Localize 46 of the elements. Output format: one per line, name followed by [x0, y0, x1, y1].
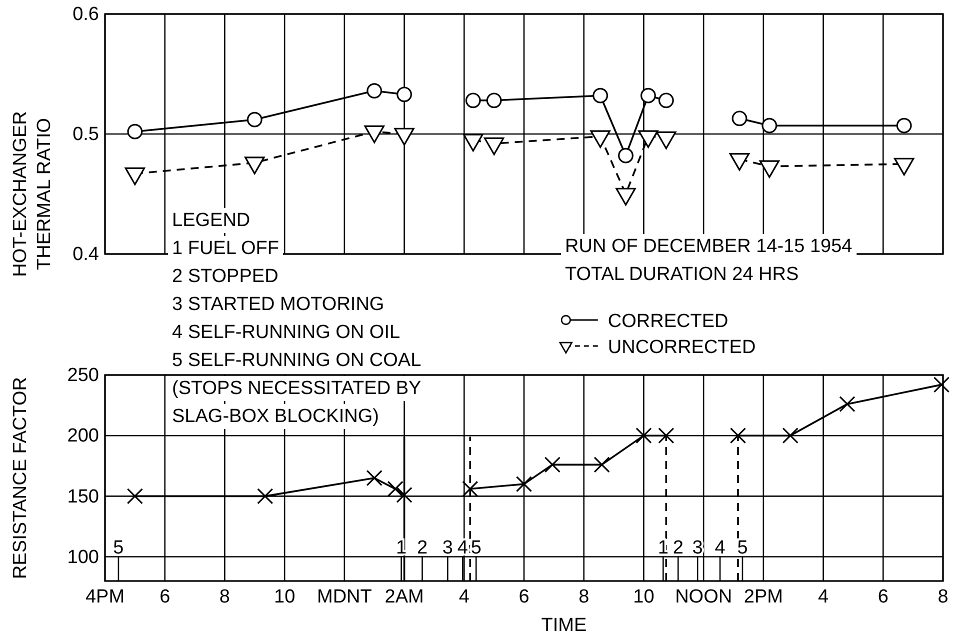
x-tick-label: 8 — [578, 586, 590, 608]
x-tick-label: 4 — [818, 586, 829, 608]
y-tick-label: 0.5 — [72, 124, 99, 146]
ref-line-label: 1 — [658, 537, 668, 558]
x-tick-label: 2AM — [384, 586, 424, 608]
y-axis-title: HOT-EXCHANGER THERMAL RATIO — [10, 111, 55, 277]
x-tick-label: 10 — [633, 586, 654, 608]
y-axis-title: RESISTANCE FACTOR — [10, 377, 31, 579]
x-tick-label: 6 — [160, 586, 170, 608]
legend-label: CORRECTED — [608, 311, 728, 332]
ref-line-label: 3 — [442, 537, 453, 558]
annotation: LEGEND — [172, 210, 250, 231]
x-tick-label: 10 — [274, 586, 296, 608]
y-tick-label: 0.6 — [72, 4, 99, 26]
ref-line-label: 5 — [470, 537, 482, 558]
x-tick-label: 6 — [518, 586, 530, 608]
x-tick-label: MDNT — [316, 586, 372, 608]
x-tick-label: 8 — [219, 586, 230, 608]
x-tick-label: NOON — [675, 586, 732, 608]
annotation: SLAG-BOX BLOCKING) — [172, 406, 379, 427]
x-tick-label: 4 — [458, 586, 470, 608]
legend-label: UNCORRECTED — [608, 337, 756, 358]
x-tick-label: 2PM — [744, 586, 783, 608]
ref-line-label: 4 — [714, 537, 726, 558]
ref-line-label: 2 — [672, 537, 684, 558]
x-tick-label: 6 — [878, 586, 888, 608]
annotation: RUN OF DECEMBER 14-15 1954 — [565, 236, 853, 257]
ref-line-label: 5 — [737, 537, 748, 558]
text: 4 SELF-RUNNING ON OIL — [172, 322, 400, 343]
ref-line-label: 3 — [692, 537, 703, 558]
x-tick-label: 8 — [938, 586, 948, 608]
y-tick-label: 0.4 — [72, 244, 100, 266]
text: 5 SELF-RUNNING ON COAL — [172, 350, 422, 371]
annotation: 1 FUEL OFF — [172, 238, 279, 259]
x-axis-title: TIME — [541, 615, 587, 636]
y-tick-label: 100 — [67, 546, 99, 568]
y-tick-label: 150 — [67, 486, 99, 508]
y-tick-label: 250 — [67, 365, 99, 386]
x-tick-label: 4PM — [85, 586, 125, 608]
annotation: (STOPS NECESSITATED BY — [172, 378, 422, 399]
text: TOTAL DURATION 24 HRS — [565, 264, 799, 285]
text: 3 STARTED MOTORING — [172, 294, 384, 315]
ref-line-label: 2 — [416, 537, 428, 558]
y-tick-label: 200 — [67, 426, 99, 447]
ref-line-label: 5 — [113, 537, 124, 558]
text: 2 STOPPED — [172, 266, 278, 287]
